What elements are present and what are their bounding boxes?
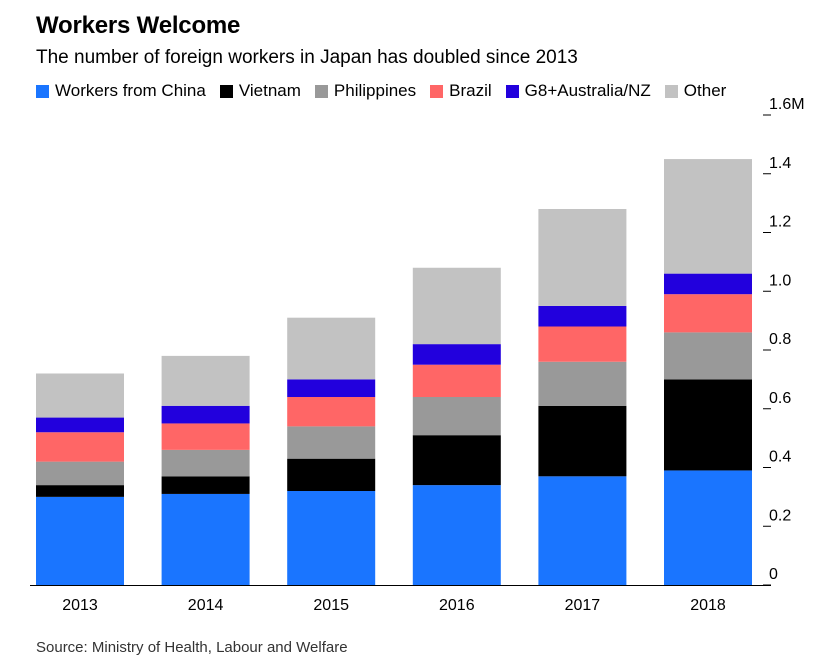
bar-segment xyxy=(412,344,501,365)
legend-swatch xyxy=(219,84,233,98)
bar-segment xyxy=(412,364,501,397)
bar-segment xyxy=(664,379,752,471)
legend-item: Workers from China xyxy=(36,81,206,101)
chart-legend: Workers from China Vietnam Philippines Braz… xyxy=(36,81,740,101)
bar-segment xyxy=(538,405,627,477)
bar-segment xyxy=(664,332,752,380)
x-tick-label: 2018 xyxy=(690,597,726,614)
bar-segment xyxy=(538,305,627,327)
y-tick-label: 1.4 xyxy=(769,155,791,172)
bar-segment xyxy=(412,397,501,436)
bar-segment xyxy=(161,476,250,494)
bar-segment xyxy=(36,373,124,418)
bar-segment xyxy=(664,294,752,333)
y-tick-label: 0.6 xyxy=(769,390,791,407)
bar-segment xyxy=(36,417,124,433)
bar-segment xyxy=(36,461,124,486)
bar-segment xyxy=(287,458,376,491)
legend-label: Vietnam xyxy=(238,81,301,100)
legend-swatch xyxy=(664,84,678,98)
bar-segment xyxy=(161,355,250,406)
y-tick-label: 1.0 xyxy=(769,272,791,289)
y-tick-label: 0 xyxy=(769,566,778,583)
bar-segment xyxy=(36,485,124,497)
legend-swatch xyxy=(314,84,328,98)
bar-segment xyxy=(36,432,124,462)
legend-swatch xyxy=(505,84,519,98)
y-tick-label: 0.4 xyxy=(769,449,791,466)
bar-segment xyxy=(664,470,752,585)
bar-segment xyxy=(664,273,752,295)
bar-segment xyxy=(161,423,250,450)
legend-swatch xyxy=(430,84,444,98)
y-tick-label: 1.6M xyxy=(769,96,805,113)
legend-item: Other xyxy=(664,81,727,101)
bar-segment xyxy=(538,209,627,306)
bar-segment xyxy=(412,485,501,585)
bar-segment xyxy=(287,317,376,380)
legend-swatch xyxy=(36,84,49,98)
chart-title: Workers Welcome xyxy=(36,12,241,39)
x-tick-label: 2014 xyxy=(188,597,224,614)
x-tick-label: 2017 xyxy=(565,597,601,614)
y-tick-label: 0.8 xyxy=(769,331,791,348)
bar-segment xyxy=(538,361,627,406)
x-tick-label: 2016 xyxy=(439,597,475,614)
x-tick-label: 2013 xyxy=(62,597,98,614)
legend-item: Brazil xyxy=(430,81,492,101)
legend-item: Philippines xyxy=(314,81,417,101)
bar-segment xyxy=(538,476,627,585)
bar-segment xyxy=(161,405,250,424)
bar-segment xyxy=(36,496,124,585)
bar-segment xyxy=(161,493,250,585)
bar-segment xyxy=(412,267,501,345)
bar-segment xyxy=(161,449,250,477)
bar-segment xyxy=(412,435,501,486)
legend-label: Brazil xyxy=(449,81,492,100)
bar-segment xyxy=(287,397,376,427)
y-tick-label: 1.2 xyxy=(769,214,791,231)
bar-segment xyxy=(664,159,752,274)
bar-segment xyxy=(287,491,376,585)
legend-label: G8+Australia/NZ xyxy=(524,81,651,100)
y-tick-label: 0.2 xyxy=(769,507,791,524)
legend-item: Vietnam xyxy=(219,81,301,101)
bar-segment xyxy=(287,379,376,397)
bar-segment xyxy=(538,326,627,362)
chart-subtitle: The number of foreign workers in Japan h… xyxy=(36,47,578,68)
legend-label: Workers from China xyxy=(55,81,206,100)
legend-item: G8+Australia/NZ xyxy=(505,81,651,101)
source-note: Source: Ministry of Health, Labour and W… xyxy=(36,639,348,656)
legend-label: Philippines xyxy=(333,81,417,100)
x-tick-label: 2015 xyxy=(313,597,349,614)
legend-label: Other xyxy=(683,81,727,100)
bar-segment xyxy=(287,426,376,459)
